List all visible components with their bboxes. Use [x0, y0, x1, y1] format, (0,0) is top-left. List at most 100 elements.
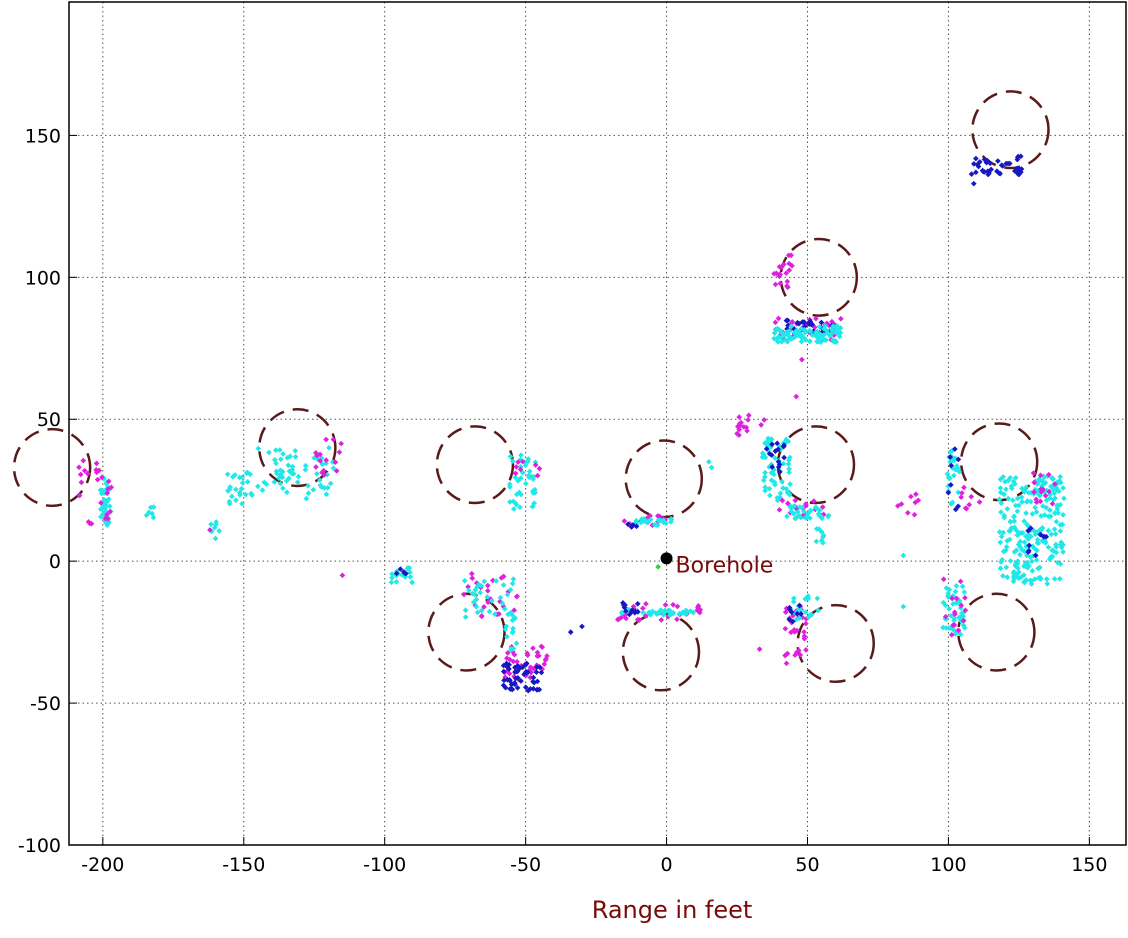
data-point [1007, 528, 1014, 534]
data-point [782, 625, 789, 632]
data-point [255, 445, 262, 452]
data-point [1031, 576, 1038, 582]
data-point [1007, 518, 1014, 525]
data-point [323, 491, 330, 498]
data-point [662, 602, 669, 608]
data-point [94, 476, 101, 483]
data-point [784, 284, 791, 290]
data-point [694, 604, 701, 611]
grid [69, 2, 1126, 846]
data-point [1025, 490, 1032, 496]
data-point [767, 492, 773, 499]
y-tick-label: -50 [30, 693, 61, 715]
data-point [407, 574, 414, 580]
target-circle [435, 425, 515, 505]
data-point [1012, 526, 1018, 532]
data-point [1055, 510, 1061, 516]
x-tick-label: 150 [1071, 854, 1107, 876]
data-point [103, 502, 110, 509]
data-point [508, 645, 515, 652]
data-point [284, 489, 290, 496]
data-point [1025, 549, 1032, 555]
data-point [789, 618, 796, 625]
data-point [393, 579, 400, 585]
data-point [330, 465, 337, 472]
data-point [493, 578, 500, 584]
data-point [1007, 558, 1014, 564]
data-point [995, 158, 1001, 164]
data-point [511, 680, 518, 686]
data-point [811, 498, 817, 504]
data-point [515, 459, 521, 465]
data-point [948, 631, 955, 638]
data-point [229, 493, 235, 500]
data-point [502, 684, 509, 691]
data-point [99, 474, 105, 481]
data-point [762, 474, 768, 480]
data-point [511, 506, 517, 512]
data-point [517, 466, 524, 473]
x-tick-label: -150 [222, 854, 265, 876]
data-point [530, 488, 536, 495]
data-point [236, 489, 243, 496]
target-circles [12, 90, 1050, 692]
data-point [790, 598, 797, 605]
data-point [997, 539, 1004, 546]
data-points [76, 153, 1067, 694]
data-point [1057, 541, 1064, 548]
data-point [638, 519, 644, 526]
data-point [1059, 521, 1066, 528]
data-point [772, 481, 778, 488]
data-point [777, 271, 784, 278]
data-point [904, 509, 911, 516]
data-point [968, 493, 975, 500]
data-point [775, 458, 782, 465]
data-point [527, 686, 534, 692]
data-point [1036, 564, 1043, 571]
data-point [1014, 154, 1021, 161]
data-point [527, 664, 534, 670]
x-tick-label: -100 [363, 854, 406, 876]
data-point [239, 500, 245, 507]
data-point [777, 490, 784, 497]
data-point [1013, 547, 1020, 554]
data-point [1005, 495, 1012, 502]
data-point [1057, 479, 1064, 486]
y-tick-label: 150 [25, 125, 61, 147]
data-point [103, 498, 109, 504]
data-point [1043, 504, 1050, 511]
data-point [317, 482, 324, 489]
data-point [266, 449, 272, 456]
data-point [1031, 489, 1037, 495]
data-point [486, 608, 493, 615]
x-tick-label: -200 [81, 854, 124, 876]
data-point [660, 612, 667, 618]
data-point [499, 600, 506, 607]
data-point [951, 622, 958, 628]
data-point [1052, 495, 1058, 501]
data-point [1015, 165, 1022, 172]
data-point [302, 466, 309, 473]
ticks: -200 -150 -100 -50 0 50 100 150 -100 -50 0 50 100 150 [18, 125, 1108, 876]
data-point [102, 518, 109, 525]
data-point [513, 640, 520, 647]
data-point [647, 611, 654, 618]
data-point [504, 664, 511, 670]
data-point [998, 500, 1005, 507]
data-point [640, 609, 647, 616]
data-point [512, 474, 519, 481]
data-point [792, 497, 799, 504]
data-point [518, 491, 524, 498]
data-point [961, 484, 967, 491]
data-point [762, 454, 769, 461]
data-point [794, 513, 801, 520]
data-point [796, 647, 802, 654]
data-point [1014, 532, 1021, 538]
data-point [507, 453, 514, 460]
data-point [504, 633, 510, 640]
data-point [461, 577, 468, 584]
x-tick-label: 50 [795, 854, 819, 876]
data-point [762, 487, 768, 494]
data-point [943, 585, 950, 591]
data-point [780, 261, 787, 268]
